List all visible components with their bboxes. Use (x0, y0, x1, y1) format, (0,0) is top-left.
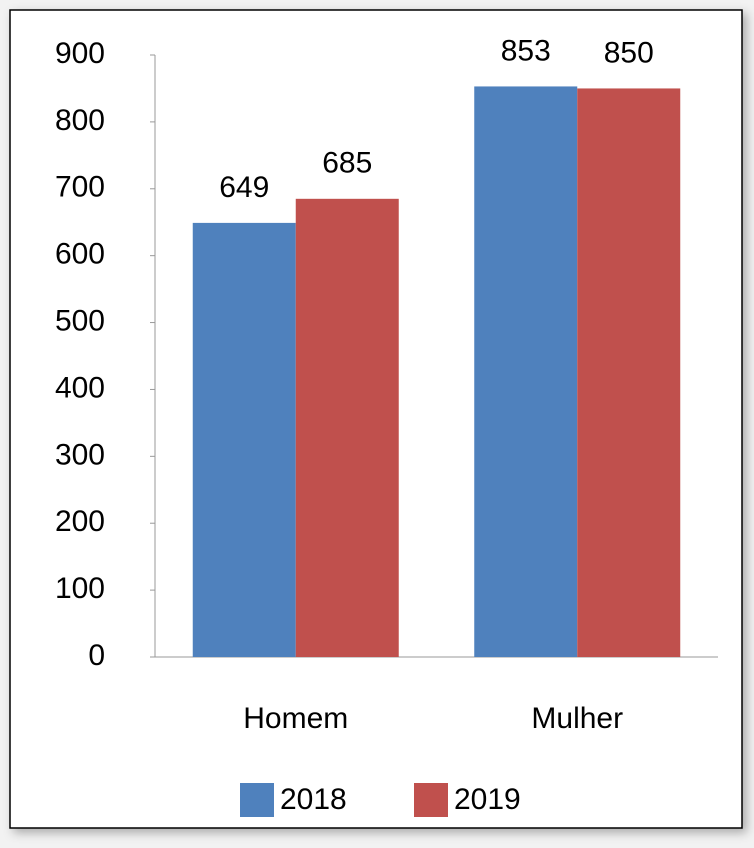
y-tick-label: 200 (55, 505, 105, 538)
y-tick-label: 900 (55, 37, 105, 70)
bar (192, 222, 296, 657)
x-tick-label: Mulher (531, 702, 623, 735)
y-tick-label: 300 (55, 438, 105, 471)
bar (474, 86, 578, 658)
y-tick-label: 700 (55, 171, 105, 204)
bar (577, 88, 681, 657)
y-tick-label: 100 (55, 572, 105, 605)
bar (295, 198, 399, 658)
y-tick-label: 600 (55, 238, 105, 271)
legend-swatch (414, 783, 448, 817)
legend-swatch (240, 783, 274, 817)
data-label: 853 (501, 34, 551, 67)
y-tick-label: 800 (55, 104, 105, 137)
y-tick-label: 500 (55, 304, 105, 337)
data-label: 685 (322, 147, 372, 180)
data-label: 649 (219, 171, 269, 204)
legend-label: 2018 (280, 783, 347, 816)
legend-label: 2019 (454, 783, 521, 816)
y-tick-label: 0 (88, 639, 105, 672)
x-tick-label: Homem (243, 702, 348, 735)
y-tick-label: 400 (55, 371, 105, 404)
data-label: 850 (604, 36, 654, 69)
